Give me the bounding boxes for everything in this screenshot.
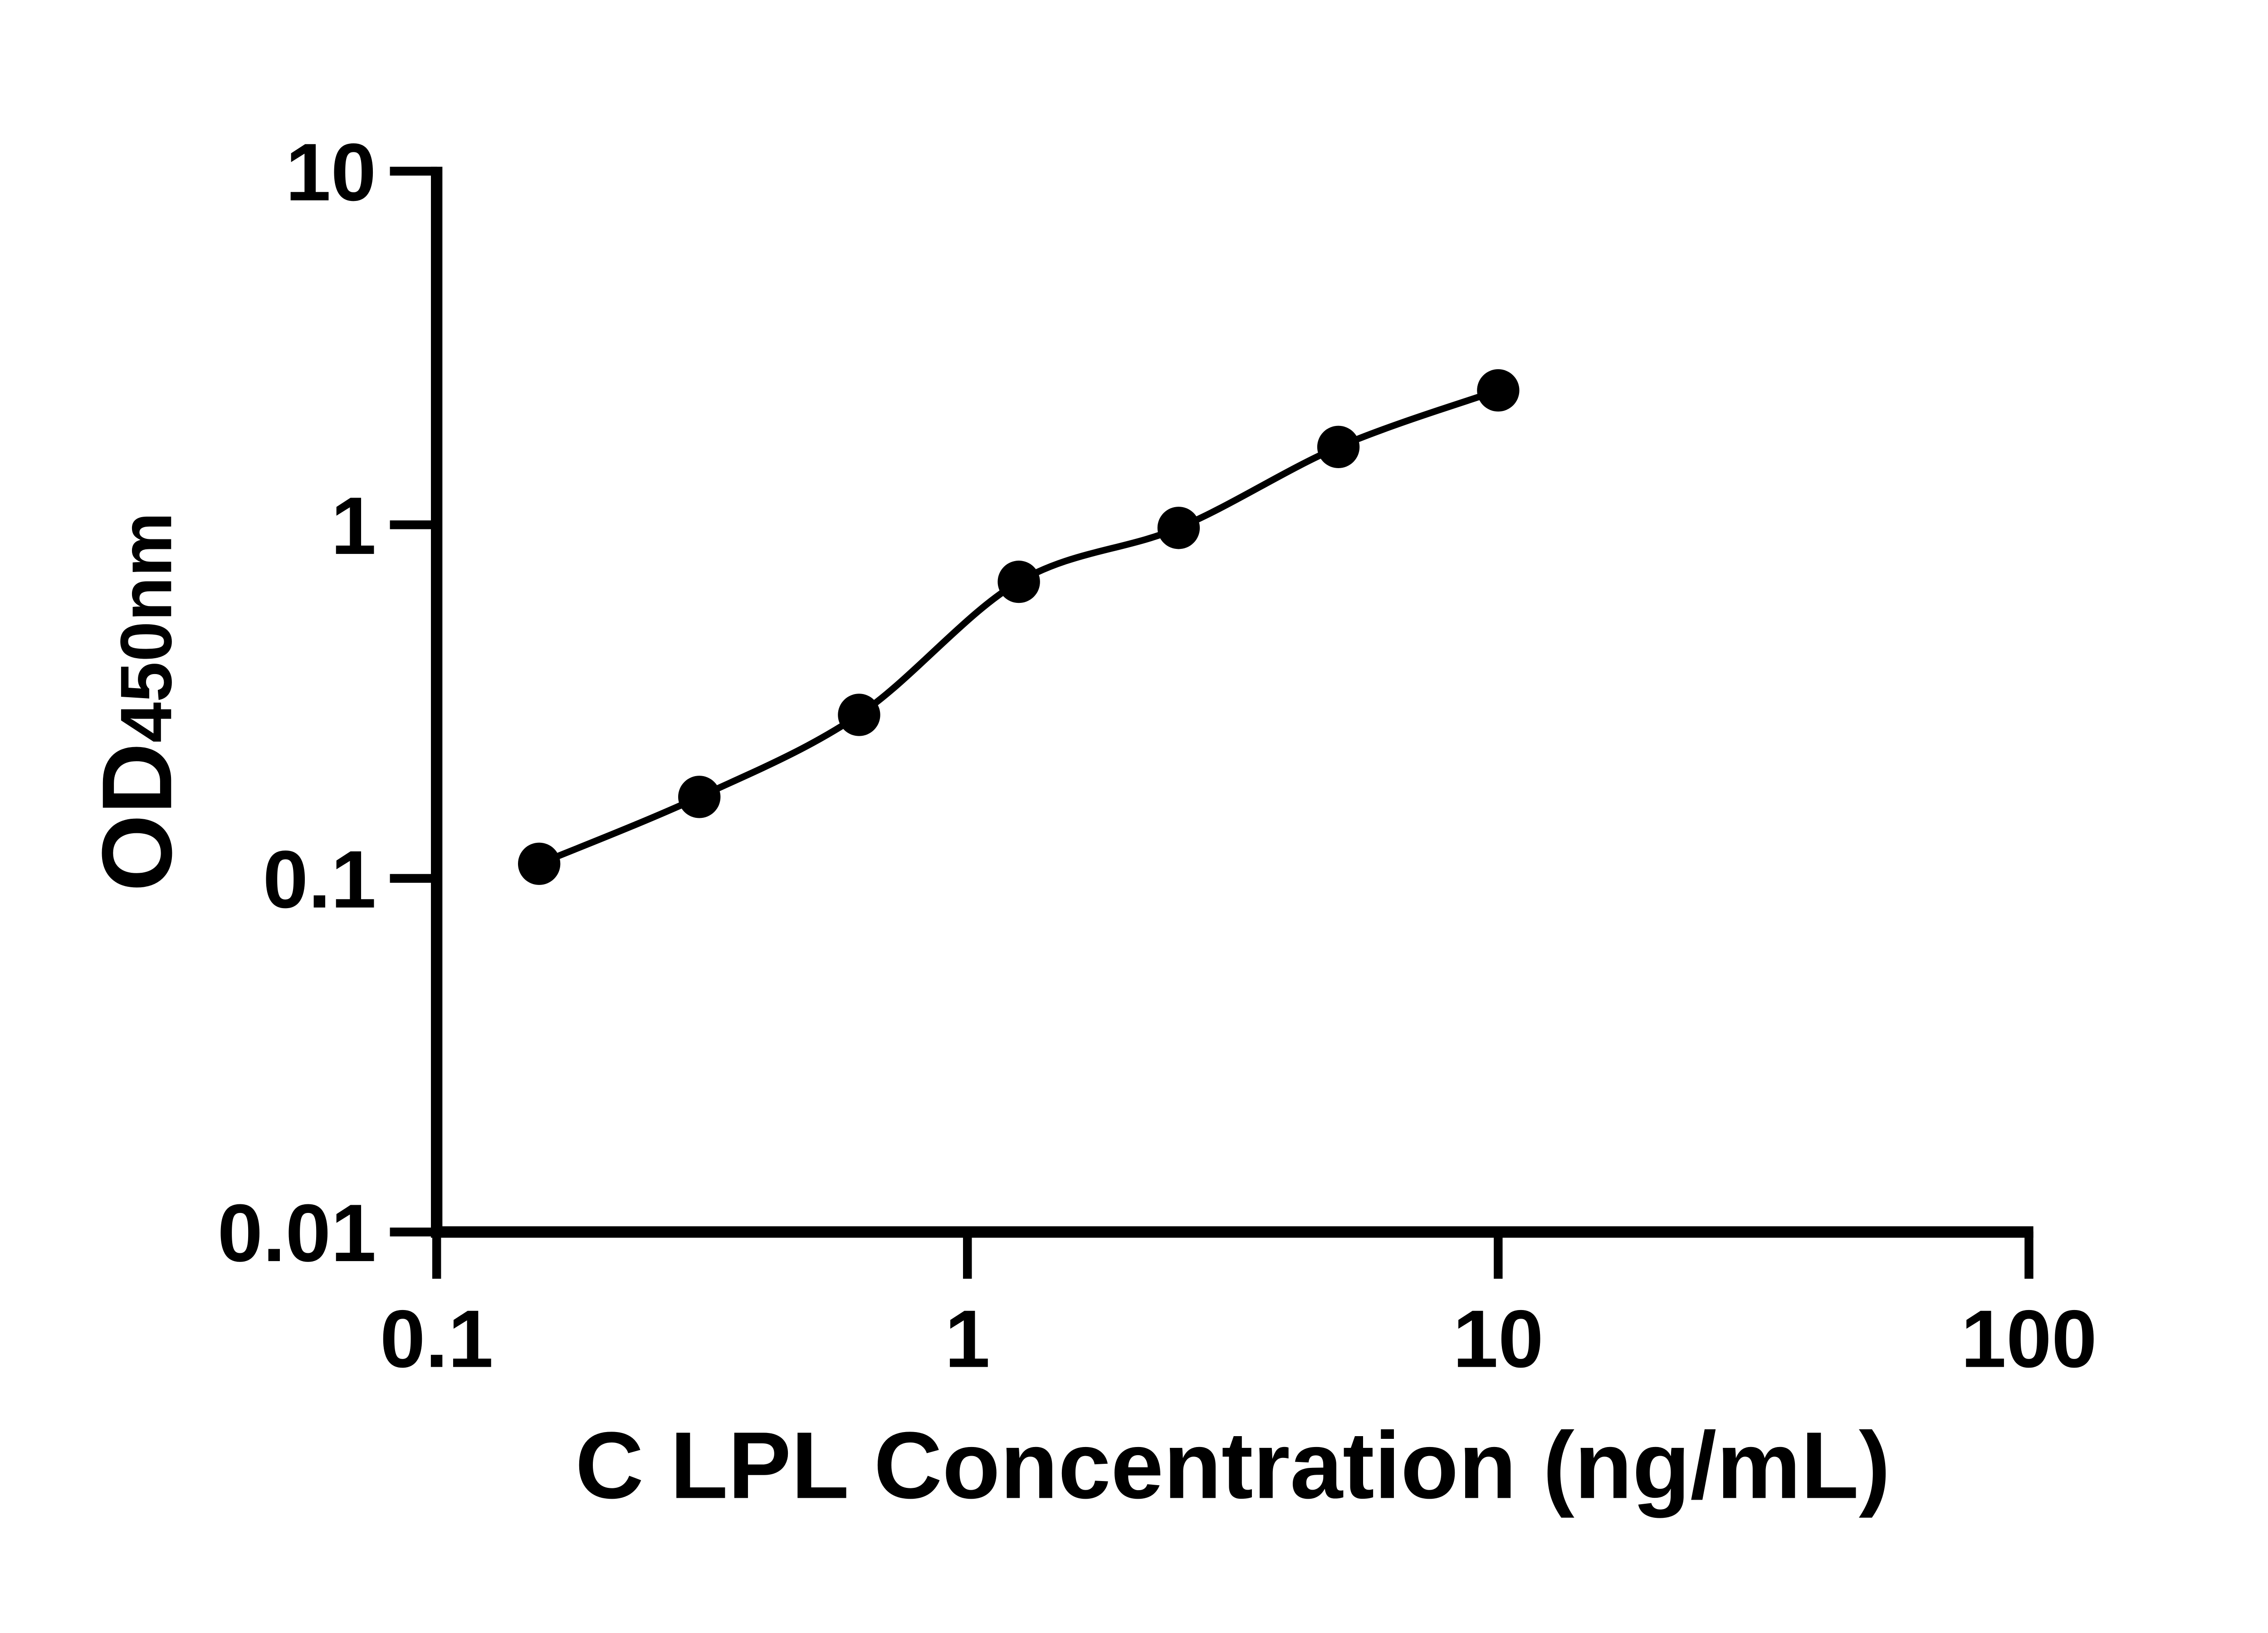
data-point	[678, 776, 721, 818]
y-tick-label: 1	[331, 480, 376, 572]
y-tick-label: 0.01	[217, 1188, 376, 1279]
y-axis-title-base: OD	[82, 743, 192, 891]
data-points	[518, 369, 1520, 885]
axis-ticks	[390, 166, 2033, 1279]
figure-background	[0, 22, 2268, 1611]
data-point	[1477, 369, 1520, 412]
x-tick-label: 0.1	[380, 1294, 494, 1385]
y-tick-label: 0.1	[263, 834, 376, 925]
data-point	[997, 560, 1040, 603]
x-tick-label: 100	[1961, 1294, 2097, 1385]
y-axis-title-subscript: 450nm	[105, 512, 186, 743]
data-point	[1157, 507, 1200, 549]
y-axis-title: OD450nm	[82, 512, 192, 892]
data-point	[1317, 425, 1360, 469]
x-axis-title: C LPL Concentration (ng/mL)	[575, 1413, 1890, 1518]
x-tick-label: 10	[1453, 1294, 1544, 1385]
data-point	[838, 694, 880, 736]
x-tick-label: 1	[945, 1294, 990, 1385]
y-tick-label: 10	[285, 127, 376, 218]
data-point	[518, 842, 561, 885]
